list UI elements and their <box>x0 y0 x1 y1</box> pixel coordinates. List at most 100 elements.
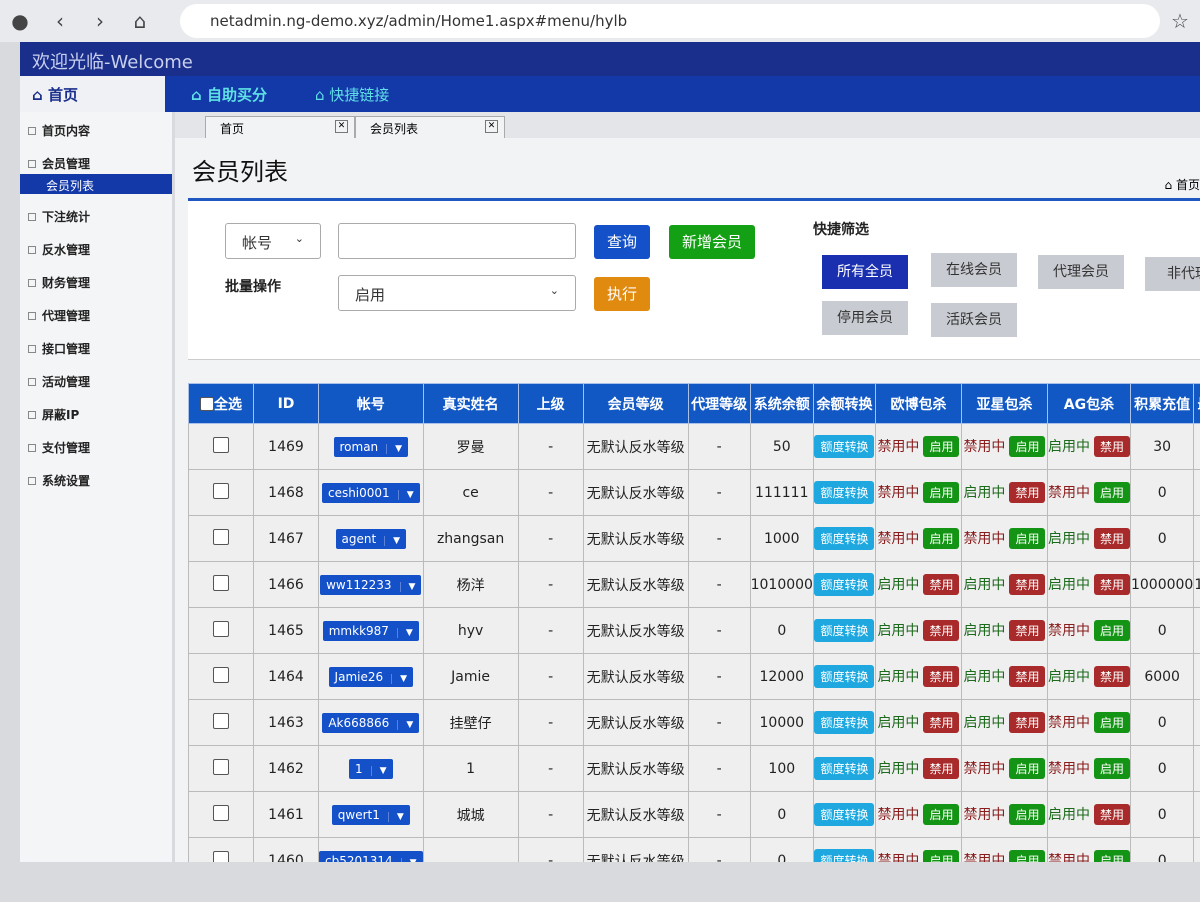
breadcrumb[interactable]: ⌂ 首页 <box>1164 178 1200 192</box>
address-bar[interactable]: netadmin.ng-demo.xyz/admin/Home1.aspx#me… <box>180 4 1160 38</box>
account-dropdown-button[interactable]: 1 ▼ <box>349 758 393 779</box>
sidebar-item[interactable]: 下注统计 <box>20 198 172 231</box>
star-icon[interactable]: ☆ <box>1171 9 1189 33</box>
disable-button[interactable]: 禁用 <box>1009 574 1046 595</box>
disable-button[interactable]: 禁用 <box>1009 712 1046 733</box>
forward-icon[interactable]: › <box>96 9 104 33</box>
disable-button[interactable]: 禁用 <box>1093 436 1130 457</box>
row-checkbox[interactable] <box>213 666 229 683</box>
row-checkbox[interactable] <box>213 850 229 862</box>
filter-online[interactable]: 在线会员 <box>931 253 1017 287</box>
profile-icon[interactable]: ● <box>11 9 29 33</box>
enable-button[interactable]: 启用 <box>923 804 960 825</box>
enable-button[interactable]: 启用 <box>923 482 960 503</box>
transfer-button[interactable]: 额度转换 <box>814 435 875 458</box>
transfer-button[interactable]: 额度转换 <box>814 665 875 688</box>
enable-button[interactable]: 启用 <box>923 436 960 457</box>
sidebar-item[interactable]: 会员管理 <box>20 145 172 178</box>
enable-button[interactable]: 启用 <box>923 528 960 549</box>
account-dropdown-button[interactable]: cb5201314 ▼ <box>319 850 423 862</box>
disable-button[interactable]: 禁用 <box>1093 574 1130 595</box>
batch-select[interactable]: 启用 ⌄ <box>338 275 576 311</box>
transfer-button[interactable]: 额度转换 <box>814 757 875 780</box>
sidebar-item[interactable]: 屏蔽IP <box>20 396 172 429</box>
disable-button[interactable]: 禁用 <box>923 758 960 779</box>
disable-button[interactable]: 禁用 <box>923 620 960 641</box>
sidebar-item[interactable]: 支付管理 <box>20 429 172 462</box>
enable-button[interactable]: 启用 <box>1009 850 1046 862</box>
sidebar-item[interactable]: 接口管理 <box>20 330 172 363</box>
row-checkbox[interactable] <box>213 758 229 775</box>
home-icon[interactable]: ⌂ <box>133 9 147 33</box>
account-dropdown-button[interactable]: qwert1 ▼ <box>331 804 410 825</box>
transfer-button[interactable]: 额度转换 <box>814 803 875 826</box>
disable-button[interactable]: 禁用 <box>1009 666 1046 687</box>
disable-button[interactable]: 禁用 <box>923 574 960 595</box>
disable-button[interactable]: 禁用 <box>1009 620 1046 641</box>
transfer-button[interactable]: 额度转换 <box>814 619 875 642</box>
row-checkbox[interactable] <box>213 574 229 591</box>
add-member-button[interactable]: 新增会员 <box>669 225 755 259</box>
disable-button[interactable]: 禁用 <box>1009 482 1046 503</box>
row-checkbox[interactable] <box>213 804 229 821</box>
sidebar-item[interactable]: 活动管理 <box>20 363 172 396</box>
nav-quick-links[interactable]: ⌂ 快捷链接 <box>314 85 390 104</box>
row-checkbox[interactable] <box>213 482 229 499</box>
filter-disabled[interactable]: 停用会员 <box>822 301 908 335</box>
filter-non-agent[interactable]: 非代理 <box>1145 257 1200 291</box>
enable-button[interactable]: 启用 <box>923 850 960 862</box>
close-icon[interactable]: ✕ <box>485 120 498 133</box>
disable-button[interactable]: 禁用 <box>923 712 960 733</box>
nav-self-service[interactable]: ⌂ 自助买分 <box>191 85 267 104</box>
sidebar-item[interactable]: 首页内容 <box>20 112 172 145</box>
enable-button[interactable]: 启用 <box>1093 850 1130 862</box>
transfer-button[interactable]: 额度转换 <box>814 481 875 504</box>
sidebar-item[interactable]: 系统设置 <box>20 462 172 495</box>
row-checkbox[interactable] <box>213 620 229 637</box>
disable-button[interactable]: 禁用 <box>923 666 960 687</box>
disable-button[interactable]: 禁用 <box>1093 666 1130 687</box>
account-dropdown-button[interactable]: agent ▼ <box>335 528 407 549</box>
search-input[interactable] <box>338 223 576 259</box>
enable-button[interactable]: 启用 <box>1009 436 1046 457</box>
row-checkbox[interactable] <box>213 436 229 453</box>
sidebar-item[interactable]: 财务管理 <box>20 264 172 297</box>
account-dropdown-button[interactable]: Ak668866 ▼ <box>322 712 420 733</box>
tab-home[interactable]: 首页 ✕ <box>205 116 355 138</box>
account-dropdown-button[interactable]: ceshi0001 ▼ <box>321 482 420 503</box>
close-icon[interactable]: ✕ <box>335 120 348 133</box>
enable-button[interactable]: 启用 <box>1093 482 1130 503</box>
sidebar-item[interactable]: 代理管理 <box>20 297 172 330</box>
sidebar-item[interactable]: 反水管理 <box>20 231 172 264</box>
enable-button[interactable]: 启用 <box>1009 528 1046 549</box>
tab-member-list[interactable]: 会员列表 ✕ <box>355 116 505 138</box>
account-dropdown-button[interactable]: mmkk987 ▼ <box>322 620 419 641</box>
enable-button[interactable]: 启用 <box>1093 758 1130 779</box>
filter-active[interactable]: 活跃会员 <box>931 303 1017 337</box>
query-button[interactable]: 查询 <box>594 225 650 259</box>
column-header[interactable]: 全选 <box>188 383 254 424</box>
disable-button[interactable]: 禁用 <box>1093 804 1130 825</box>
enable-button[interactable]: 启用 <box>1093 620 1130 641</box>
field-select[interactable]: 帐号 ⌄ <box>225 223 321 259</box>
transfer-button[interactable]: 额度转换 <box>814 849 875 862</box>
filter-agent[interactable]: 代理会员 <box>1038 255 1124 289</box>
transfer-button[interactable]: 额度转换 <box>814 711 875 734</box>
disable-button[interactable]: 禁用 <box>1093 528 1130 549</box>
transfer-button[interactable]: 额度转换 <box>814 573 875 596</box>
account-dropdown-button[interactable]: roman ▼ <box>333 436 409 457</box>
back-icon[interactable]: ‹ <box>56 9 64 33</box>
row-checkbox[interactable] <box>213 712 229 729</box>
transfer-button[interactable]: 额度转换 <box>814 527 875 550</box>
sidebar-subitem-member-list[interactable]: 会员列表 <box>20 174 172 194</box>
enable-button[interactable]: 启用 <box>1093 712 1130 733</box>
execute-button[interactable]: 执行 <box>594 277 650 311</box>
row-checkbox[interactable] <box>213 528 229 545</box>
nav-home[interactable]: ⌂ 首页 <box>20 76 165 112</box>
select-all-checkbox[interactable] <box>200 396 214 411</box>
enable-button[interactable]: 启用 <box>1009 758 1046 779</box>
account-dropdown-button[interactable]: Jamie26 ▼ <box>328 666 414 687</box>
account-dropdown-button[interactable]: ww112233 ▼ <box>320 574 422 595</box>
enable-button[interactable]: 启用 <box>1009 804 1046 825</box>
filter-all[interactable]: 所有全员 <box>822 255 908 289</box>
